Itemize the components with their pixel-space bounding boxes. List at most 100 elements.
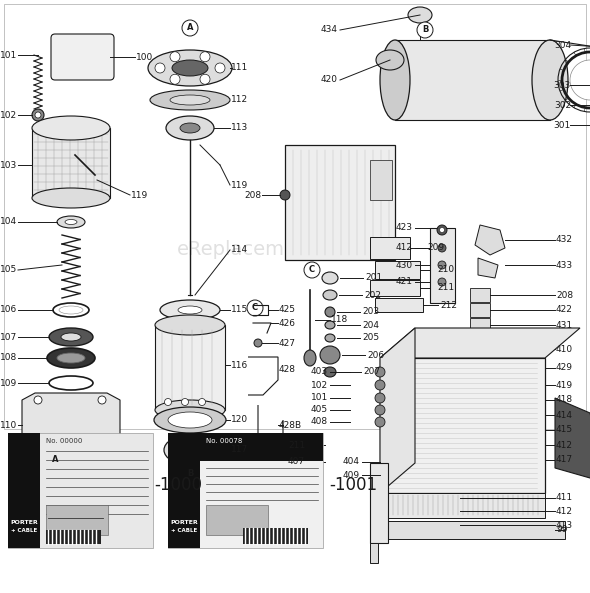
- Text: 412: 412: [556, 441, 573, 449]
- Text: 430: 430: [396, 260, 413, 269]
- Polygon shape: [32, 128, 110, 198]
- Circle shape: [155, 63, 165, 73]
- Text: B: B: [187, 468, 193, 477]
- Text: 407: 407: [288, 458, 305, 467]
- Circle shape: [98, 436, 106, 444]
- Circle shape: [198, 398, 205, 406]
- Circle shape: [34, 436, 42, 444]
- Bar: [46, 530, 101, 544]
- Text: 428B: 428B: [279, 420, 302, 429]
- Text: 102: 102: [311, 381, 328, 390]
- Polygon shape: [22, 393, 120, 448]
- Text: 418: 418: [556, 396, 573, 404]
- Text: 403: 403: [311, 368, 328, 377]
- Bar: [370, 543, 378, 563]
- Text: 209: 209: [427, 244, 444, 253]
- Polygon shape: [475, 225, 505, 255]
- Circle shape: [375, 393, 385, 403]
- Text: 415: 415: [556, 426, 573, 435]
- Text: 431: 431: [556, 320, 573, 330]
- Text: -1000: -1000: [154, 476, 202, 494]
- Circle shape: [438, 278, 446, 286]
- Bar: [470, 318, 490, 332]
- Circle shape: [215, 63, 225, 73]
- Bar: [370, 280, 420, 296]
- Text: 106: 106: [0, 305, 17, 314]
- Text: 410: 410: [556, 345, 573, 353]
- Text: 103: 103: [0, 161, 17, 170]
- Text: 207: 207: [363, 368, 380, 377]
- Circle shape: [247, 300, 263, 316]
- Text: 414: 414: [556, 410, 573, 419]
- Ellipse shape: [532, 40, 568, 120]
- Circle shape: [182, 398, 188, 406]
- Text: 206: 206: [367, 350, 384, 359]
- Text: 204: 204: [362, 320, 379, 330]
- Text: C: C: [252, 304, 258, 313]
- Bar: [370, 237, 410, 259]
- Text: 113: 113: [231, 123, 248, 132]
- Polygon shape: [555, 398, 590, 478]
- Circle shape: [438, 244, 446, 252]
- Text: 425: 425: [279, 305, 296, 314]
- Ellipse shape: [57, 353, 85, 363]
- Ellipse shape: [47, 348, 95, 368]
- Text: 303: 303: [554, 81, 571, 90]
- Text: 304: 304: [554, 40, 571, 49]
- Text: 104: 104: [0, 218, 17, 227]
- Circle shape: [438, 261, 446, 269]
- Bar: [168, 433, 323, 548]
- Circle shape: [200, 52, 210, 62]
- Text: 211: 211: [288, 441, 305, 449]
- Polygon shape: [380, 328, 580, 358]
- Ellipse shape: [164, 435, 216, 465]
- Text: 210: 210: [437, 266, 454, 275]
- Text: 105: 105: [0, 266, 17, 275]
- Text: 212: 212: [440, 301, 457, 310]
- Text: 421: 421: [396, 278, 413, 286]
- Text: 119: 119: [131, 190, 148, 199]
- Bar: [380, 521, 565, 539]
- Ellipse shape: [57, 216, 85, 228]
- Circle shape: [32, 109, 44, 121]
- Text: 107: 107: [0, 333, 17, 342]
- Text: 203: 203: [362, 308, 379, 317]
- Ellipse shape: [160, 300, 220, 320]
- Circle shape: [182, 465, 198, 481]
- Bar: [243, 528, 308, 544]
- Ellipse shape: [570, 60, 590, 100]
- Circle shape: [437, 225, 447, 235]
- Polygon shape: [478, 258, 498, 278]
- Bar: [375, 298, 423, 312]
- Ellipse shape: [380, 40, 410, 120]
- Circle shape: [35, 112, 41, 118]
- Ellipse shape: [150, 90, 230, 110]
- Text: 120: 120: [231, 416, 248, 425]
- Ellipse shape: [166, 116, 214, 140]
- Text: 101: 101: [311, 394, 328, 403]
- Text: 409: 409: [343, 470, 360, 480]
- Text: 119: 119: [231, 180, 248, 190]
- Ellipse shape: [32, 116, 110, 140]
- Ellipse shape: [324, 367, 336, 377]
- Text: 100: 100: [136, 53, 153, 62]
- Ellipse shape: [49, 328, 93, 346]
- Text: 419: 419: [556, 381, 573, 390]
- Text: 429: 429: [556, 364, 573, 372]
- Bar: [375, 261, 420, 279]
- Circle shape: [34, 396, 42, 404]
- Bar: [380, 358, 545, 493]
- Ellipse shape: [408, 7, 432, 23]
- Circle shape: [200, 74, 210, 84]
- Ellipse shape: [376, 50, 404, 70]
- Text: PORTER: PORTER: [170, 521, 198, 525]
- Ellipse shape: [322, 272, 338, 284]
- Ellipse shape: [32, 188, 110, 208]
- Text: No. 00000: No. 00000: [46, 438, 83, 444]
- Text: 117: 117: [231, 445, 248, 454]
- Ellipse shape: [170, 95, 210, 105]
- Text: 405: 405: [311, 406, 328, 415]
- Text: 201: 201: [365, 273, 382, 282]
- Text: 102: 102: [0, 110, 17, 120]
- Text: -1001: -1001: [329, 476, 377, 494]
